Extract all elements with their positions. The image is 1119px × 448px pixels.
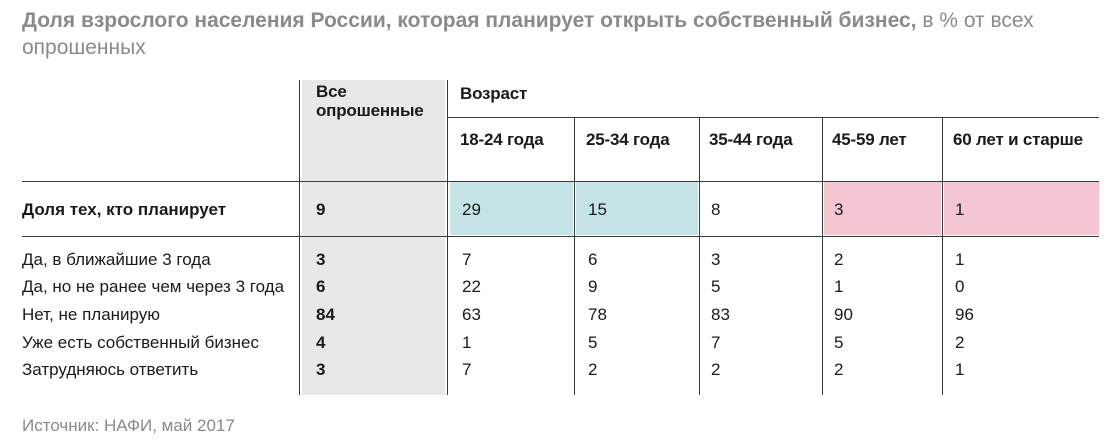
table-cell: 2 [955,333,965,352]
row-label: Доля тех, кто планирует [22,200,227,219]
table-cell: 5 [711,277,721,296]
table-cell: 1 [955,250,965,269]
table-cell: 90 [834,305,853,324]
table-cell: 9 [588,277,598,296]
chart-title: Доля взрослого населения России, которая… [22,7,1102,61]
divider-vertical-35-44 [699,118,700,395]
table-cell: 0 [955,277,965,296]
header-18-24: 18-24 года [460,130,544,149]
table-cell: 1 [834,277,844,296]
row-label: Да, в ближайшие 3 года [22,250,211,269]
table-cell: 29 [462,200,481,219]
table-cell: 9 [316,200,326,219]
title-main: Доля взрослого населения России, которая… [22,9,917,32]
divider-vertical-all [447,80,448,395]
header-45-59: 45-59 лет [832,130,907,149]
table-cell: 7 [462,250,472,269]
table-cell: 3 [316,250,326,269]
row-label: Да, но не ранее чем через 3 года [22,277,285,296]
table-cell: 6 [588,250,598,269]
table-cell: 3 [316,360,326,379]
table-cell: 15 [588,200,607,219]
table-cell: 63 [462,305,481,324]
all-column-background [302,80,445,395]
table-cell: 5 [588,333,598,352]
divider-vertical-45-59 [822,118,823,395]
row-label: Уже есть собственный бизнес [22,333,259,352]
header-35-44: 35-44 года [709,130,793,149]
table-cell: 1 [955,200,965,219]
table-cell: 6 [316,277,326,296]
header-age-group: Возраст [460,84,528,103]
divider-vertical-25-34 [574,118,575,395]
highlight-45-59 [824,182,941,235]
divider-header-bottom [22,181,1099,182]
header-60plus: 60 лет и старше [953,130,1083,149]
table-cell: 7 [711,333,721,352]
title-suffix: в % от всех опрошенных [22,9,1034,59]
table-cell: 2 [588,360,598,379]
table-cell: 2 [711,360,721,379]
table-cell: 2 [834,360,844,379]
table-cell: 78 [588,305,607,324]
table-cell: 7 [462,360,472,379]
divider-vertical-60plus [942,118,943,395]
highlight-60plus [944,182,1099,235]
highlight-18-24 [450,182,573,235]
table-cell: 3 [834,200,844,219]
row-label: Затрудняюсь ответить [22,360,199,379]
table-cell: 4 [316,333,326,352]
row-label: Нет, не планирую [22,305,161,324]
divider-age-header [447,117,1099,118]
table-cell: 96 [955,305,974,324]
divider-summary-bottom [22,236,1099,237]
table-cell: 5 [834,333,844,352]
header-all: Все опрошенные [316,82,424,120]
table-cell: 83 [711,305,730,324]
highlight-25-34 [576,182,698,235]
table-cell: 2 [834,250,844,269]
table-cell: 84 [316,305,335,324]
table-cell: 1 [955,360,965,379]
table-cell: 22 [462,277,481,296]
table-cell: 3 [711,250,721,269]
table-cell: 1 [462,333,472,352]
divider-vertical-label [299,80,300,395]
source-note: Источник: НАФИ, май 2017 [22,416,235,435]
table-cell: 8 [711,200,721,219]
header-25-34: 25-34 года [586,130,670,149]
